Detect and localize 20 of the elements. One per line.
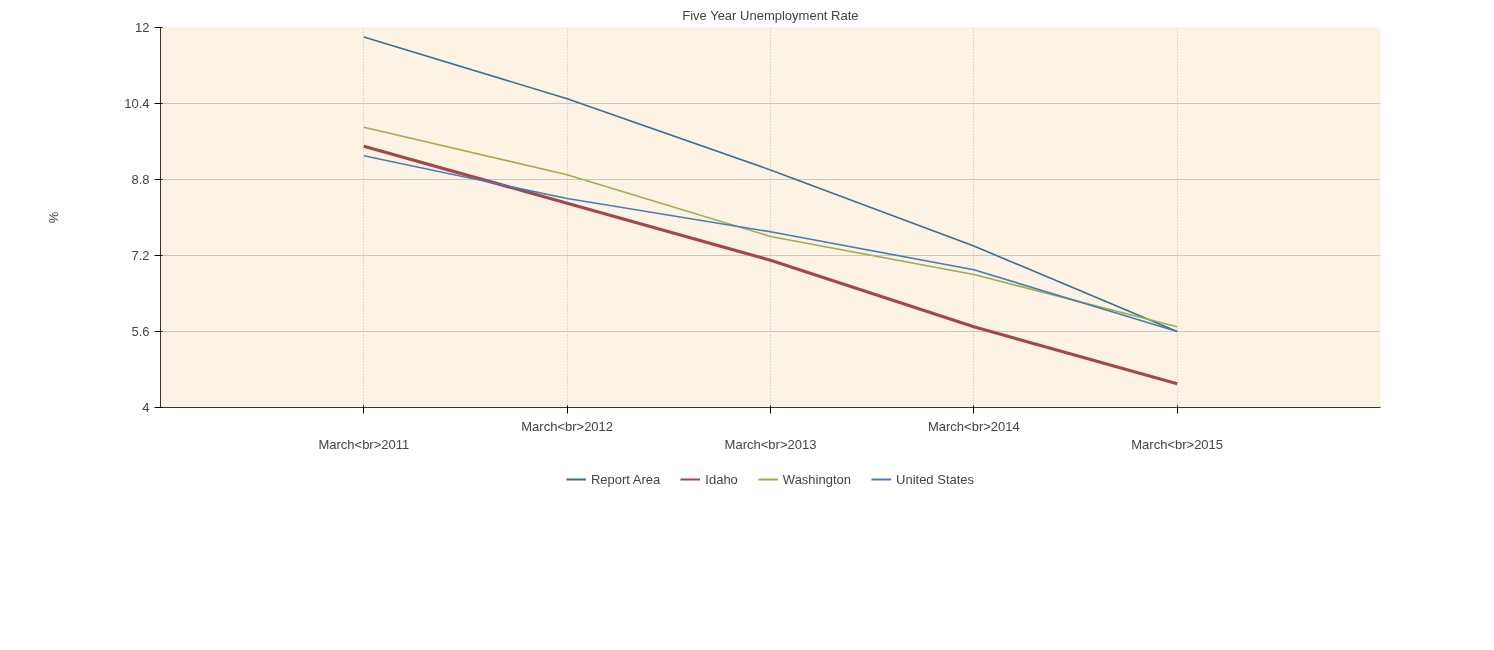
legend-label: Washington [782,471,852,487]
y-tick-label: 12 [135,20,150,35]
y-tick-label: 4 [142,400,150,415]
line-series [363,154,1178,333]
x-tick-label: March<br>2012 [521,418,614,434]
line-series [363,126,1178,328]
x-tick-label: March<br>2014 [927,418,1020,434]
y-tick-label: 8.8 [131,172,150,187]
x-tick-label: March<br>2011 [318,436,410,452]
y-tick-label: 10.4 [124,96,150,111]
chart-title: Five Year Unemployment Rate [682,7,859,23]
legend-label: Idaho [705,471,738,487]
x-tick-label: March<br>2013 [724,436,817,452]
x-tick-label: March<br>2015 [1131,436,1224,452]
legend-label: Report Area [590,471,661,487]
legend-label: United States [896,471,975,487]
y-axis-title: % [46,211,62,224]
line-series [362,144,1179,386]
y-tick-label: 5.6 [131,324,150,339]
y-tick-label: 7.2 [131,248,150,263]
